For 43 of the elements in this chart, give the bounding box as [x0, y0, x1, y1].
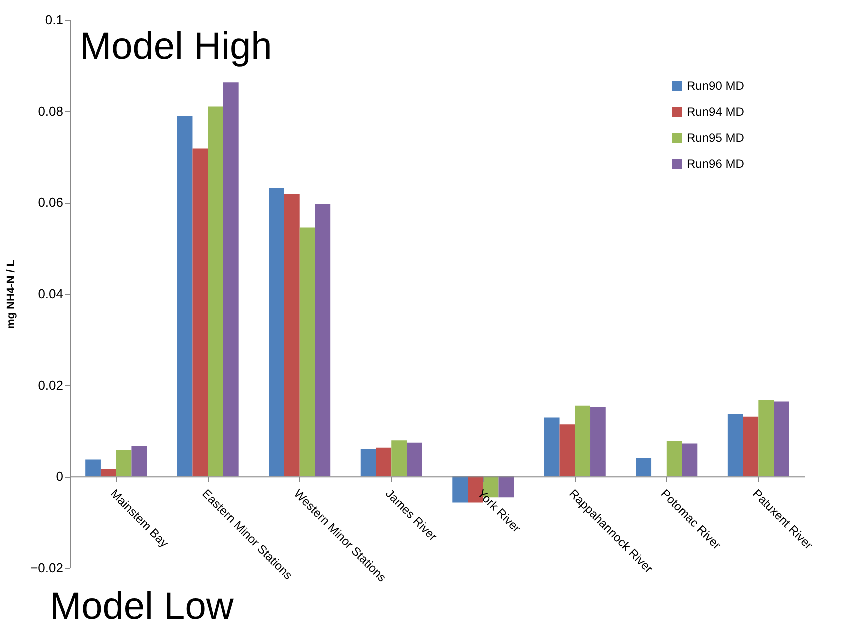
bar — [666, 442, 682, 477]
bar — [728, 414, 744, 477]
text: Model Low — [50, 586, 234, 621]
bar — [177, 116, 193, 477]
bar — [406, 442, 422, 477]
bar — [269, 188, 284, 477]
y-tick-label: −0.02 — [30, 560, 64, 576]
y-tick-label: 0.04 — [38, 286, 64, 302]
y-tick-label: 0.08 — [38, 104, 64, 119]
bar — [392, 440, 407, 477]
bar — [132, 446, 148, 477]
y-tick-label: 0.1 — [45, 12, 64, 28]
bar — [498, 476, 514, 498]
bar — [100, 469, 116, 477]
bar — [544, 418, 560, 477]
bar — [284, 194, 300, 477]
bar — [590, 407, 606, 477]
y-tick-label: 0.02 — [38, 378, 64, 393]
legend-label: Run95 MD — [687, 131, 745, 145]
legend-label: Run96 MD — [687, 157, 745, 171]
legend-label: Run94 MD — [687, 105, 745, 119]
bar — [192, 148, 208, 477]
bar — [208, 106, 224, 477]
bar — [86, 460, 101, 477]
bar — [774, 402, 790, 477]
bar — [300, 228, 316, 477]
legend-label: Run90 MD — [687, 79, 745, 93]
bar — [682, 444, 698, 477]
bar — [636, 458, 652, 477]
bar — [758, 400, 774, 477]
bar — [743, 416, 759, 477]
bar — [452, 476, 468, 503]
bar — [560, 424, 576, 477]
y-tick-label: 0 — [56, 469, 64, 484]
bar — [376, 448, 392, 477]
bar — [575, 406, 591, 477]
bar — [315, 204, 331, 477]
bar — [360, 449, 376, 477]
y-tick-label: 0.06 — [38, 195, 64, 210]
annotation: Model High — [80, 26, 272, 68]
bar — [116, 450, 132, 477]
bar — [223, 82, 239, 477]
y-axis-title: mg NH4-N / L — [6, 260, 18, 330]
